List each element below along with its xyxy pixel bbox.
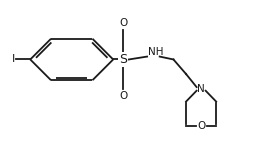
Text: N: N [197,83,205,94]
Text: S: S [119,53,127,66]
Text: I: I [11,54,15,65]
Text: O: O [197,121,205,131]
Text: O: O [119,91,127,101]
Text: NH: NH [148,47,164,57]
Text: O: O [119,17,127,28]
